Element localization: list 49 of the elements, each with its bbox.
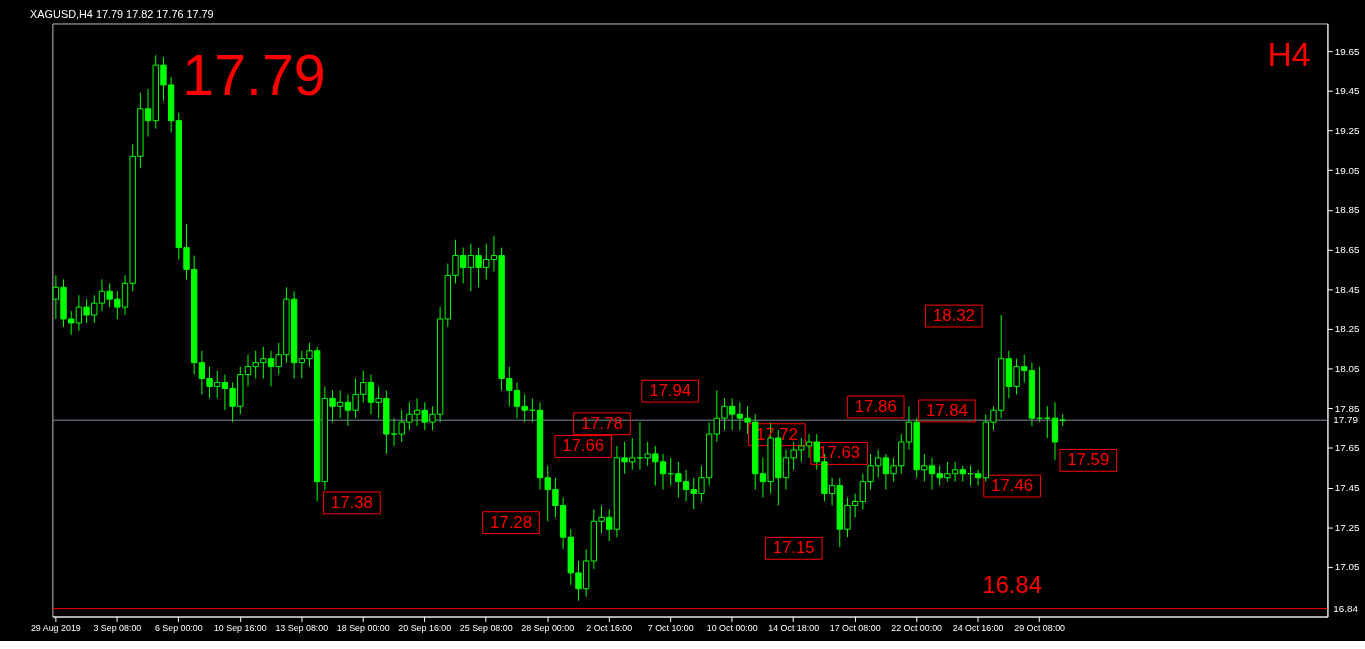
annotation: H4 [1267,35,1311,73]
y-tick-label: 18.45 [1334,283,1361,295]
x-tick-label: 10 Oct 00:00 [706,622,758,633]
y-tick-label: 17.45 [1334,482,1361,494]
y-tick-label: 18.25 [1334,323,1361,335]
y-tick-label: 19.45 [1334,85,1361,97]
annotation: 17.59 [1067,450,1110,470]
x-tick-label: 7 Oct 10:00 [647,622,694,633]
y-tick-label: 17.65 [1334,442,1361,454]
ref-line-label: 16.84 [1333,602,1359,614]
y-tick-label: 18.65 [1334,244,1361,256]
annotation: 16.84 [982,571,1042,598]
x-tick-label: 29 Aug 2019 [30,622,81,633]
x-tick-label: 10 Sep 16:00 [213,622,267,633]
chart-title: XAGUSD,H4 17.79 17.82 17.76 17.79 [30,7,214,20]
annotation: 17.66 [562,436,605,456]
y-tick-label: 19.25 [1334,125,1361,137]
annotation: 17.78 [580,413,623,433]
annotation: 17.94 [649,381,692,401]
x-tick-label: 29 Oct 08:00 [1014,622,1066,633]
y-tick-label: 17.25 [1334,521,1361,533]
annotation: 17.86 [854,396,897,416]
x-tick-label: 18 Sep 00:00 [336,622,390,633]
candlestick [1051,401,1059,461]
y-tick-label: 19.65 [1334,45,1361,57]
x-tick-label: 24 Oct 16:00 [952,622,1004,633]
annotation: 17.46 [991,476,1034,495]
y-tick-label: 19.05 [1334,164,1361,176]
x-tick-label: 13 Sep 08:00 [275,622,329,633]
x-tick-label: 22 Oct 00:00 [891,622,943,633]
x-tick-label: 25 Sep 08:00 [459,622,513,633]
x-tick-label: 17 Oct 08:00 [829,622,881,633]
y-tick-label: 18.05 [1334,363,1361,375]
annotation: 17.84 [925,400,968,420]
x-tick-label: 28 Sep 00:00 [521,622,575,633]
annotation: 17.28 [489,512,533,532]
x-tick-label: 6 Sep 00:00 [154,622,203,633]
annotation: 17.79 [182,42,326,107]
x-tick-label: 14 Oct 18:00 [768,622,820,633]
y-tick-label: 18.85 [1334,204,1361,216]
annotation: 17.15 [772,538,815,558]
x-tick-label: 2 Oct 16:00 [586,622,633,633]
ref-line-label: 17.79 [1333,414,1359,426]
x-tick-label: 20 Sep 16:00 [398,622,452,633]
y-tick-label: 17.85 [1334,402,1361,414]
annotation: 18.32 [932,305,975,325]
y-tick-label: 17.05 [1334,561,1361,573]
x-tick-label: 3 Sep 08:00 [93,622,142,633]
annotation: 17.38 [330,492,373,512]
